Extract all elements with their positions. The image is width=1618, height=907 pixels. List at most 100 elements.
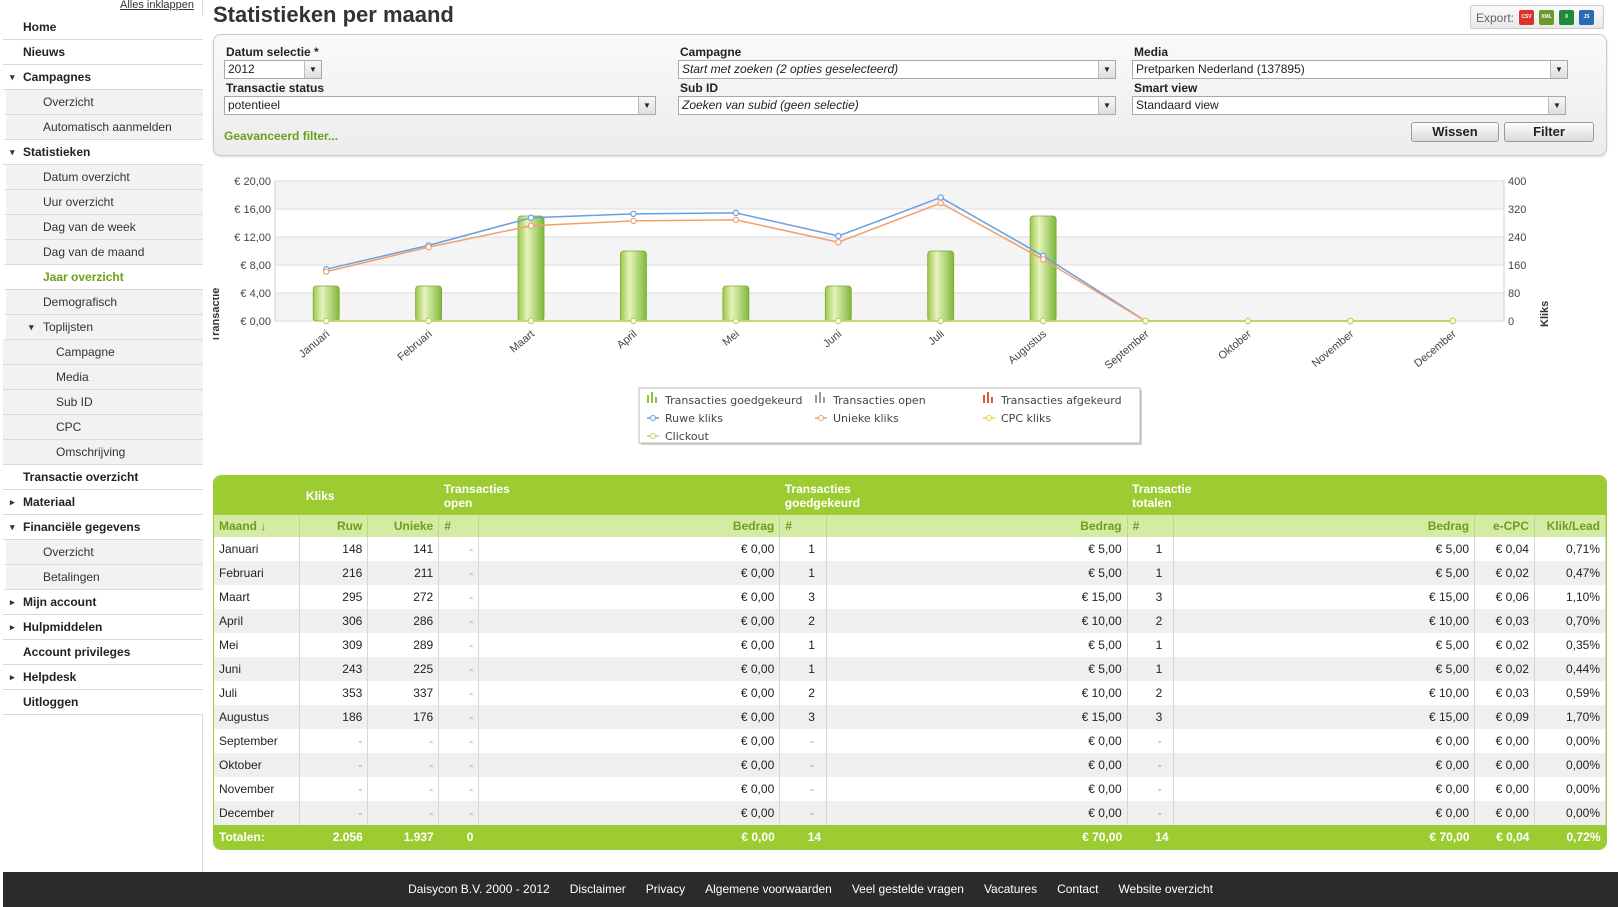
y2-tick-label: 320 — [1508, 204, 1526, 216]
sidebar-item-home[interactable]: Home — [3, 15, 203, 40]
subid-label: Sub ID — [680, 81, 718, 95]
totals-cell: 14 — [1127, 825, 1174, 849]
sidebar-item-statistieken[interactable]: ▾ Statistieken — [3, 140, 203, 165]
table-cell: € 5,00 — [1173, 657, 1476, 681]
sidebar-item-hulpmiddelen[interactable]: ▸ Hulpmiddelen — [3, 615, 203, 640]
sidebar-item-dag-van-de-week[interactable]: Dag van de week — [3, 215, 203, 240]
column-header[interactable]: # — [438, 515, 480, 537]
column-header[interactable]: # — [1127, 515, 1175, 537]
column-header[interactable]: Unieke — [367, 515, 440, 537]
footer-link[interactable]: Disclaimer — [569, 882, 626, 896]
wissen-button[interactable]: Wissen — [1411, 122, 1499, 142]
table-row: Juli 353 337- € 0,00 2 € 10,00 2 € 10,00 € 0,03 0… — [214, 681, 1606, 705]
sidebar-item-nieuws[interactable]: Nieuws — [3, 40, 203, 65]
excel-icon[interactable]: X — [1559, 10, 1574, 25]
table-cell: € 10,00 — [826, 681, 1128, 705]
sidebar-item-toplijsten[interactable]: ▾ Toplijsten — [3, 315, 203, 340]
column-header[interactable]: Klik/Lead — [1534, 515, 1606, 537]
sidebar-item-helpdesk[interactable]: ▸ Helpdesk — [3, 665, 203, 690]
sidebar-item-sub-id[interactable]: Sub ID — [3, 390, 203, 415]
sidebar-item-label: Financiële gegevens — [23, 520, 141, 534]
table-cell: 148 — [299, 537, 369, 561]
sidebar-item-label: Account privileges — [23, 645, 131, 659]
table-cell: € 0,00 — [478, 657, 781, 681]
table-cell: € 0,00 — [826, 729, 1128, 753]
column-header[interactable]: e-CPC — [1474, 515, 1535, 537]
filter-button[interactable]: Filter — [1504, 122, 1594, 142]
sidebar-item-datum-overzicht[interactable]: Datum overzicht — [3, 165, 203, 190]
json-icon[interactable]: JS — [1579, 10, 1594, 25]
footer-link[interactable]: Vacatures — [983, 882, 1038, 896]
table-cell: 309 — [299, 633, 369, 657]
footer-link[interactable]: Veel gestelde vragen — [851, 882, 964, 896]
table-cell: € 0,00 — [478, 561, 781, 585]
table-row: December - - - € 0,00- € 0,00- € 0,00 € 0,00 0,0… — [214, 801, 1606, 825]
legend-bar-icon — [987, 392, 989, 403]
sidebar-item-overzicht[interactable]: Overzicht — [3, 540, 203, 565]
point-ruwe-kliks — [937, 194, 944, 201]
sidebar-item-campagne[interactable]: Campagne — [3, 340, 203, 365]
table-cell: € 0,00 — [478, 633, 781, 657]
column-header[interactable]: Bedrag — [1173, 515, 1476, 537]
table-cell: 2 — [1127, 609, 1175, 633]
legend-label: CPC kliks — [1001, 412, 1051, 425]
chevron-down-icon: ▼ — [304, 61, 321, 78]
sidebar-item-label: Materiaal — [23, 495, 76, 509]
table-cell: April — [214, 609, 301, 633]
advanced-filter-link[interactable]: Geavanceerd filter... — [224, 129, 339, 143]
sidebar-item-betalingen[interactable]: Betalingen — [3, 565, 203, 590]
stats-table: Kliks Transacties open Transacties goedg… — [213, 475, 1607, 850]
sidebar-item-financi-le-gegevens[interactable]: ▾ Financiële gegevens — [3, 515, 203, 540]
datum-select[interactable]: 2012 ▼ — [224, 60, 322, 79]
sidebar-item-uitloggen[interactable]: Uitloggen — [3, 690, 203, 715]
y2-tick-label: 160 — [1508, 260, 1526, 272]
sidebar-item-omschrijving[interactable]: Omschrijving — [3, 440, 203, 465]
sidebar-item-dag-van-de-maand[interactable]: Dag van de maand — [3, 240, 203, 265]
campagne-select[interactable]: Start met zoeken (2 opties geselecteerd)… — [678, 60, 1116, 79]
footer-link[interactable]: Contact — [1057, 882, 1099, 896]
xml-icon[interactable]: XML — [1539, 10, 1554, 25]
smartview-select[interactable]: Standaard view ▼ — [1132, 96, 1566, 115]
table-cell: 225 — [367, 657, 440, 681]
sidebar-item-media[interactable]: Media — [3, 365, 203, 390]
column-header[interactable]: Ruw — [299, 515, 369, 537]
table-cell: - — [438, 777, 480, 801]
table-cell: - — [299, 729, 369, 753]
sidebar-item-account-privileges[interactable]: Account privileges — [3, 640, 203, 665]
sidebar-item-campagnes[interactable]: ▾ Campagnes — [3, 65, 203, 90]
sidebar-item-transactie-overzicht[interactable]: Transactie overzicht — [3, 465, 203, 490]
table-cell: - — [779, 801, 827, 825]
table-cell: 1 — [779, 633, 827, 657]
sidebar-item-mijn-account[interactable]: ▸ Mijn account — [3, 590, 203, 615]
column-header[interactable]: Bedrag — [826, 515, 1128, 537]
collapse-all-link[interactable]: Alles inklappen — [120, 0, 194, 11]
table-cell: 1 — [1127, 561, 1175, 585]
point-clickout — [527, 317, 535, 325]
subid-select[interactable]: Zoeken van subid (geen selectie) ▼ — [678, 96, 1116, 115]
sidebar-item-overzicht[interactable]: Overzicht — [3, 90, 203, 115]
footer-link[interactable]: Privacy — [645, 882, 686, 896]
table-cell: € 0,00 — [478, 537, 781, 561]
x-tick-label: Februari — [395, 328, 434, 364]
point-clickout — [425, 317, 432, 325]
csv-icon[interactable]: CSV — [1519, 10, 1534, 25]
column-header[interactable]: # — [779, 515, 827, 537]
column-header[interactable]: Maand ↓ — [214, 515, 301, 537]
sidebar-item-materiaal[interactable]: ▸ Materiaal — [3, 490, 203, 515]
footer-link[interactable]: Website overzicht — [1118, 882, 1213, 896]
footer-link[interactable]: Algemene voorwaarden — [705, 882, 832, 896]
table-cell: € 0,02 — [1474, 633, 1535, 657]
status-select[interactable]: potentieel ▼ — [224, 96, 656, 115]
sidebar-item-demografisch[interactable]: Demografisch — [3, 290, 203, 315]
sidebar-item-label: Statistieken — [23, 145, 91, 159]
y-tick-label: € 8,00 — [240, 260, 271, 272]
table-cell: - — [438, 633, 480, 657]
column-header[interactable]: Bedrag — [478, 515, 781, 537]
sidebar-item-cpc[interactable]: CPC — [3, 415, 203, 440]
sidebar-item-uur-overzicht[interactable]: Uur overzicht — [3, 190, 203, 215]
media-select[interactable]: Pretparken Nederland (137895) ▼ — [1132, 60, 1568, 79]
sidebar-item-jaar-overzicht[interactable]: Jaar overzicht — [3, 265, 203, 290]
grid-band — [275, 237, 1504, 265]
point-clickout — [1142, 317, 1149, 325]
sidebar-item-automatisch-aanmelden[interactable]: Automatisch aanmelden — [3, 115, 203, 140]
